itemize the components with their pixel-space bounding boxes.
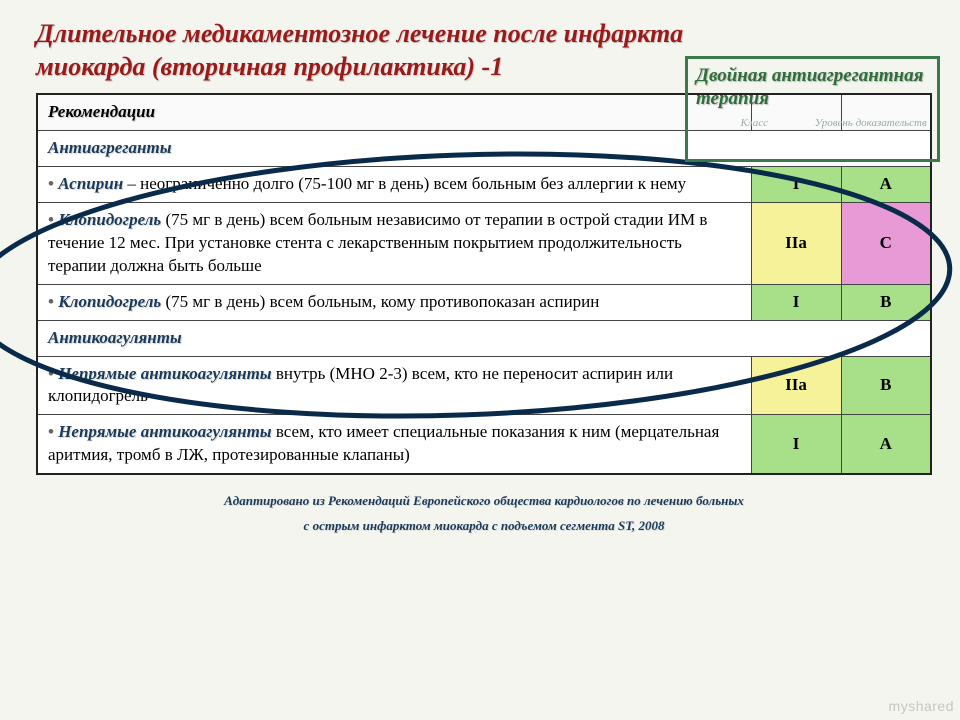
rec-cell: Аспирин – неограниченно долго (75-100 мг… <box>37 166 751 202</box>
level-cell: A <box>841 415 931 474</box>
class-cell: I <box>751 415 841 474</box>
section-label-2: Антикоагулянты <box>37 320 931 356</box>
drug-name: Непрямые антикоагулянты <box>58 422 271 441</box>
level-cell: C <box>841 202 931 284</box>
level-cell: B <box>841 356 931 415</box>
table-row: Непрямые антикоагулянты внутрь (МНО 2-3)… <box>37 356 931 415</box>
class-cell: IIa <box>751 356 841 415</box>
section-anticoagulants: Антикоагулянты <box>37 320 931 356</box>
level-cell: A <box>841 166 931 202</box>
class-cell: IIa <box>751 202 841 284</box>
rec-cell: Клопидогрель (75 мг в день) всем больным… <box>37 202 751 284</box>
footer-line-2: с острым инфарктом миокарда с подъемом с… <box>304 518 665 533</box>
table-row: Клопидогрель (75 мг в день) всем больным… <box>37 284 931 320</box>
slide-title: Длительное медикаментозное лечение после… <box>36 18 736 83</box>
callout-box: Двойная антиагрегантная терапия Класс Ур… <box>685 56 940 162</box>
level-cell: B <box>841 284 931 320</box>
rec-text: – неограниченно долго (75-100 мг в день)… <box>123 174 686 193</box>
callout-subheaders: Класс Уровень доказательств <box>696 117 929 129</box>
drug-name: Клопидогрель <box>58 210 161 229</box>
table-row: Аспирин – неограниченно долго (75-100 мг… <box>37 166 931 202</box>
table-row: Клопидогрель (75 мг в день) всем больным… <box>37 202 931 284</box>
class-cell: I <box>751 284 841 320</box>
callout-label: Двойная антиагрегантная терапия <box>696 65 929 111</box>
class-cell: I <box>751 166 841 202</box>
drug-name: Непрямые антикоагулянты <box>58 364 271 383</box>
watermark: myshared <box>889 698 954 714</box>
rec-cell: Непрямые антикоагулянты всем, кто имеет … <box>37 415 751 474</box>
rec-cell: Непрямые антикоагулянты внутрь (МНО 2-3)… <box>37 356 751 415</box>
slide: Длительное медикаментозное лечение после… <box>0 0 960 720</box>
header-recommendations: Рекомендации <box>37 94 751 130</box>
drug-name: Аспирин <box>58 174 123 193</box>
table-row: Непрямые антикоагулянты всем, кто имеет … <box>37 415 931 474</box>
rec-text: (75 мг в день) всем больным, кому против… <box>161 292 599 311</box>
footer-citation: Адаптировано из Рекомендаций Европейског… <box>36 489 932 538</box>
footer-line-1: Адаптировано из Рекомендаций Европейског… <box>224 493 744 508</box>
callout-sub-level: Уровень доказательств <box>813 117 930 129</box>
rec-cell: Клопидогрель (75 мг в день) всем больным… <box>37 284 751 320</box>
drug-name: Клопидогрель <box>58 292 161 311</box>
callout-sub-class: Класс <box>696 117 813 129</box>
